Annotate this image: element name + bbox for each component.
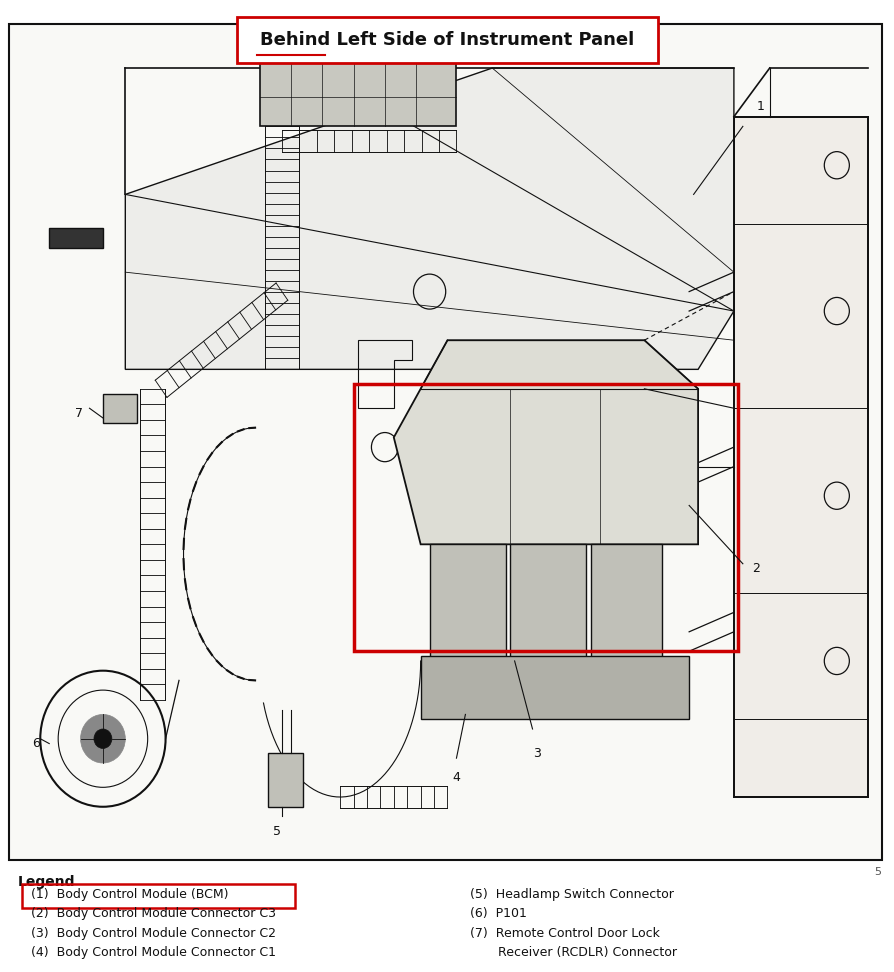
Text: Legend: Legend	[18, 875, 75, 888]
Text: 7: 7	[75, 406, 82, 420]
Text: 5: 5	[274, 824, 281, 838]
Bar	[22, 884, 295, 908]
Bar	[9, 24, 881, 860]
Text: 3: 3	[533, 746, 540, 760]
Text: (2)  Body Control Module Connector C3: (2) Body Control Module Connector C3	[31, 907, 276, 920]
Bar	[268, 753, 302, 807]
Text: (1)  Body Control Module (BCM): (1) Body Control Module (BCM)	[31, 887, 229, 901]
Text: Receiver (RCDLR) Connector: Receiver (RCDLR) Connector	[469, 946, 676, 959]
Bar	[590, 544, 662, 661]
Polygon shape	[125, 68, 733, 369]
Polygon shape	[393, 340, 697, 544]
Text: 4: 4	[452, 771, 460, 784]
Text: 6: 6	[32, 737, 39, 750]
Circle shape	[80, 714, 125, 763]
Text: (3)  Body Control Module Connector C2: (3) Body Control Module Connector C2	[31, 926, 276, 940]
Polygon shape	[49, 228, 103, 248]
Text: (5)  Headlamp Switch Connector: (5) Headlamp Switch Connector	[469, 887, 673, 901]
Text: (4)  Body Control Module Connector C1: (4) Body Control Module Connector C1	[31, 946, 276, 959]
Bar	[510, 544, 586, 661]
Text: Behind Left Side of Instrument Panel: Behind Left Side of Instrument Panel	[260, 31, 634, 49]
Text: (6)  P101: (6) P101	[469, 907, 527, 920]
Bar	[103, 394, 137, 423]
Bar	[420, 656, 688, 719]
Circle shape	[94, 729, 112, 748]
Bar	[237, 17, 657, 63]
Bar	[429, 544, 505, 661]
Bar	[353, 384, 738, 651]
Text: 5: 5	[873, 867, 881, 877]
Text: (7)  Remote Control Door Lock: (7) Remote Control Door Lock	[469, 926, 659, 940]
Bar	[259, 53, 456, 126]
Bar	[733, 117, 867, 797]
Text: 1: 1	[756, 100, 763, 114]
Text: 2: 2	[752, 562, 759, 575]
